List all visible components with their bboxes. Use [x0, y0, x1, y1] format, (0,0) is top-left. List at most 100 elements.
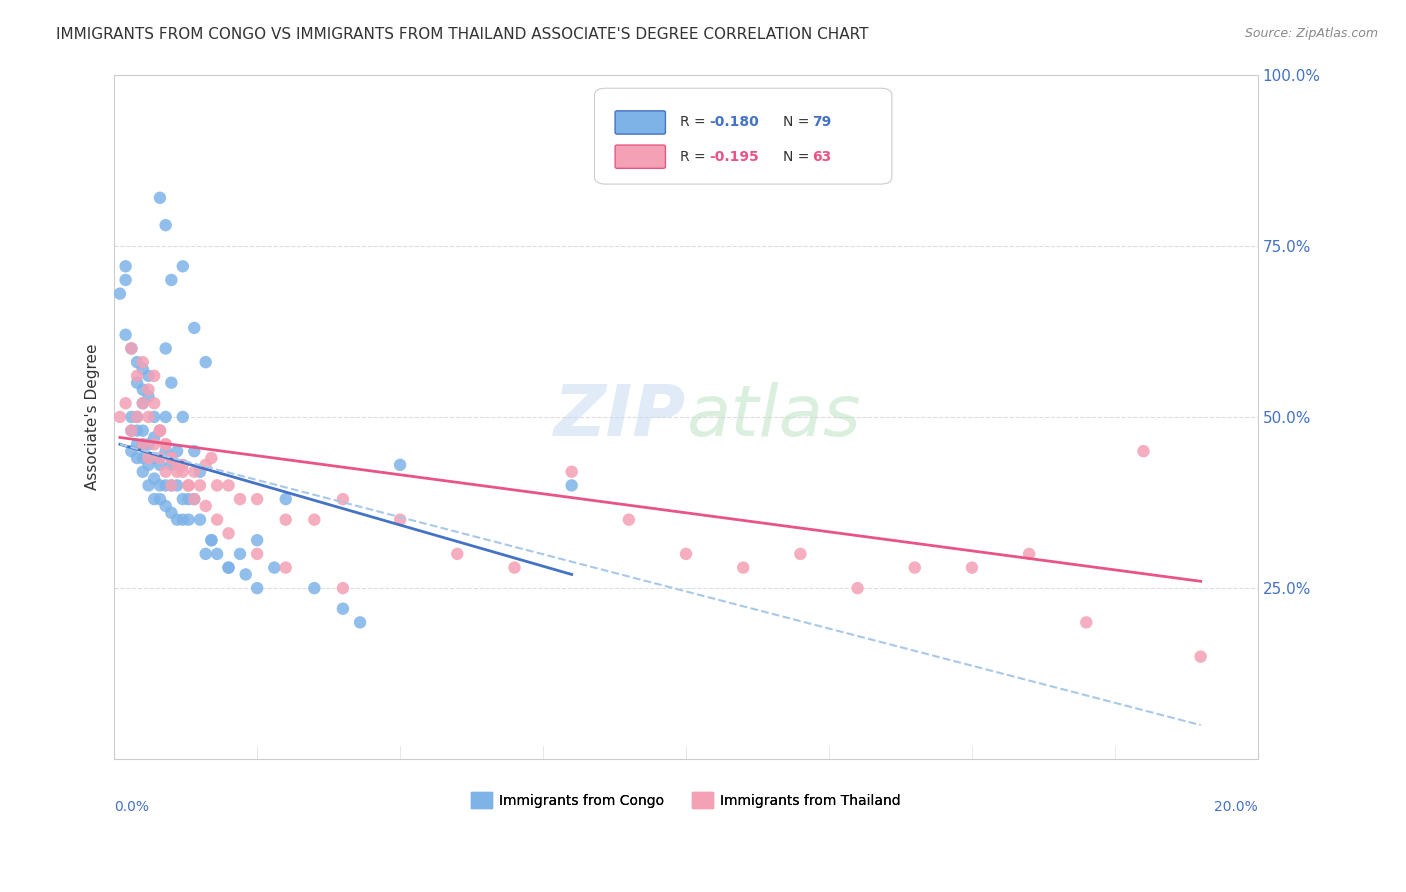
FancyBboxPatch shape — [614, 111, 665, 134]
Point — [246, 533, 269, 548]
Point — [188, 478, 211, 492]
Point — [172, 458, 194, 472]
Point — [155, 465, 177, 479]
Point — [274, 492, 297, 507]
Point — [143, 430, 166, 444]
Point — [246, 492, 269, 507]
Point — [205, 513, 228, 527]
Point — [218, 526, 240, 541]
Point — [205, 478, 228, 492]
Text: -0.195: -0.195 — [709, 150, 759, 164]
Point — [143, 450, 166, 465]
Point — [166, 465, 188, 479]
Point — [332, 601, 354, 615]
Point — [160, 506, 183, 520]
Point — [125, 409, 148, 424]
FancyBboxPatch shape — [614, 145, 665, 169]
Point — [166, 458, 188, 472]
Point — [155, 409, 177, 424]
Point — [561, 465, 583, 479]
Point — [132, 396, 155, 410]
Point — [120, 444, 142, 458]
Point — [149, 478, 172, 492]
Point — [1132, 444, 1154, 458]
Point — [274, 513, 297, 527]
Point — [188, 465, 211, 479]
Point — [229, 547, 252, 561]
Point — [143, 409, 166, 424]
Point — [143, 368, 166, 383]
Point — [155, 437, 177, 451]
Point — [304, 513, 326, 527]
Point — [200, 533, 222, 548]
Point — [235, 567, 257, 582]
Point — [143, 472, 166, 486]
Point — [138, 383, 160, 397]
Point — [138, 458, 160, 472]
Point — [218, 560, 240, 574]
Point — [188, 513, 211, 527]
Point — [138, 437, 160, 451]
Point — [218, 560, 240, 574]
Point — [114, 260, 136, 274]
Point — [138, 409, 160, 424]
Point — [200, 450, 222, 465]
Point — [617, 513, 640, 527]
Point — [132, 396, 155, 410]
Text: Source: ZipAtlas.com: Source: ZipAtlas.com — [1244, 27, 1378, 40]
Point — [389, 458, 412, 472]
Point — [155, 437, 177, 451]
Point — [166, 478, 188, 492]
Point — [177, 513, 200, 527]
Point — [904, 560, 927, 574]
Point — [155, 218, 177, 232]
Point — [166, 513, 188, 527]
Point — [132, 355, 155, 369]
Point — [120, 424, 142, 438]
Point — [132, 424, 155, 438]
Point — [246, 547, 269, 561]
Point — [200, 533, 222, 548]
Point — [125, 437, 148, 451]
Text: IMMIGRANTS FROM CONGO VS IMMIGRANTS FROM THAILAND ASSOCIATE'S DEGREE CORRELATION: IMMIGRANTS FROM CONGO VS IMMIGRANTS FROM… — [56, 27, 869, 42]
Point — [114, 273, 136, 287]
Point — [138, 478, 160, 492]
Point — [177, 478, 200, 492]
Point — [389, 513, 412, 527]
Text: N =: N = — [783, 115, 814, 129]
Point — [183, 321, 205, 335]
Point — [138, 368, 160, 383]
Point — [125, 424, 148, 438]
Point — [160, 478, 183, 492]
Point — [160, 450, 183, 465]
Point — [246, 581, 269, 595]
Point — [132, 450, 155, 465]
Point — [125, 409, 148, 424]
Point — [160, 478, 183, 492]
Point — [304, 581, 326, 595]
Point — [846, 581, 869, 595]
Point — [172, 492, 194, 507]
Point — [132, 437, 155, 451]
Point — [160, 450, 183, 465]
Point — [125, 368, 148, 383]
Text: R =: R = — [681, 150, 710, 164]
Text: 20.0%: 20.0% — [1215, 800, 1258, 814]
Point — [120, 342, 142, 356]
Point — [177, 478, 200, 492]
Point — [125, 355, 148, 369]
Point — [120, 409, 142, 424]
Point — [503, 560, 526, 574]
Point — [155, 444, 177, 458]
Point — [675, 547, 697, 561]
Point — [960, 560, 983, 574]
Point — [143, 437, 166, 451]
Point — [332, 581, 354, 595]
Point — [172, 465, 194, 479]
Point — [114, 327, 136, 342]
Point — [138, 389, 160, 403]
Point — [132, 465, 155, 479]
Point — [332, 492, 354, 507]
Point — [177, 492, 200, 507]
Point — [138, 450, 160, 465]
